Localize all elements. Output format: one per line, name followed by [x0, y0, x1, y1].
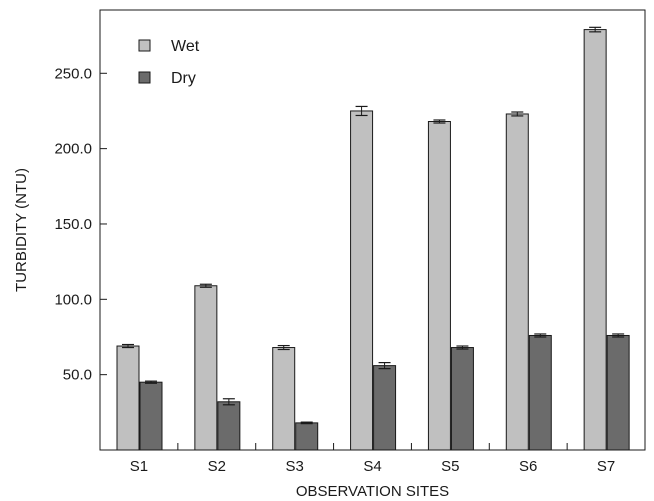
error-bar — [378, 362, 391, 370]
bar-dry-s4 — [373, 365, 397, 451]
error-bars-layer — [122, 26, 625, 425]
bar-dry-s2 — [217, 401, 241, 451]
y-tick-label: 100.0 — [54, 291, 92, 308]
bar-wet-s7 — [583, 29, 607, 451]
bar-wet-s3 — [272, 347, 296, 451]
legend-swatch — [138, 39, 151, 52]
y-tick-label: 250.0 — [54, 65, 92, 82]
y-tick-label: 200.0 — [54, 141, 92, 158]
error-bar — [300, 421, 313, 425]
x-axis-title: OBSERVATION SITES — [296, 483, 449, 500]
error-bar — [222, 398, 235, 406]
error-bar — [355, 105, 368, 117]
x-tick-label: S4 — [363, 458, 381, 475]
error-bar — [534, 333, 547, 338]
bar-wet-s2 — [194, 285, 218, 451]
x-tick-label: S3 — [285, 458, 303, 475]
bar-wet-s4 — [350, 110, 374, 451]
bar-dry-s6 — [528, 334, 552, 451]
bar-dry-s1 — [139, 381, 163, 451]
x-axis: S1 S2 S3 S4 S5 S6 S7 — [130, 443, 615, 475]
bar-wet-s5 — [427, 121, 451, 451]
bar-wet-s6 — [505, 113, 529, 451]
y-axis: 50.0 100.0 150.0 200.0 250.0 — [54, 65, 107, 384]
error-bar — [456, 345, 469, 350]
x-tick-label: S2 — [208, 458, 226, 475]
x-tick-label: S7 — [597, 458, 615, 475]
error-bar — [612, 333, 625, 338]
x-tick-label: S5 — [441, 458, 459, 475]
error-bar — [511, 111, 524, 117]
bars-layer — [116, 29, 630, 451]
bar-dry-s3 — [295, 422, 319, 451]
bar-dry-s7 — [606, 334, 630, 451]
error-bar — [122, 343, 134, 349]
plot-frame — [99, 9, 646, 451]
bar-dry-s5 — [450, 347, 474, 451]
legend-swatch — [138, 71, 151, 84]
y-tick-label: 50.0 — [63, 367, 92, 384]
x-tick-label: S6 — [519, 458, 537, 475]
legend-item-wet: Wet — [138, 38, 200, 55]
error-bar — [199, 283, 212, 288]
x-tick-label: S1 — [130, 458, 148, 475]
legend-item-dry: Dry — [138, 70, 196, 87]
error-bar — [589, 26, 602, 33]
bar-wet-s1 — [116, 345, 140, 451]
error-bar — [433, 119, 446, 124]
error-bar — [277, 344, 290, 351]
y-tick-label: 150.0 — [54, 216, 92, 233]
y-axis-title: TURBIDITY (NTU) — [13, 168, 30, 292]
legend-label: Dry — [171, 70, 196, 87]
error-bar — [145, 380, 157, 384]
legend: Wet Dry — [138, 38, 200, 87]
legend-label: Wet — [171, 38, 200, 55]
